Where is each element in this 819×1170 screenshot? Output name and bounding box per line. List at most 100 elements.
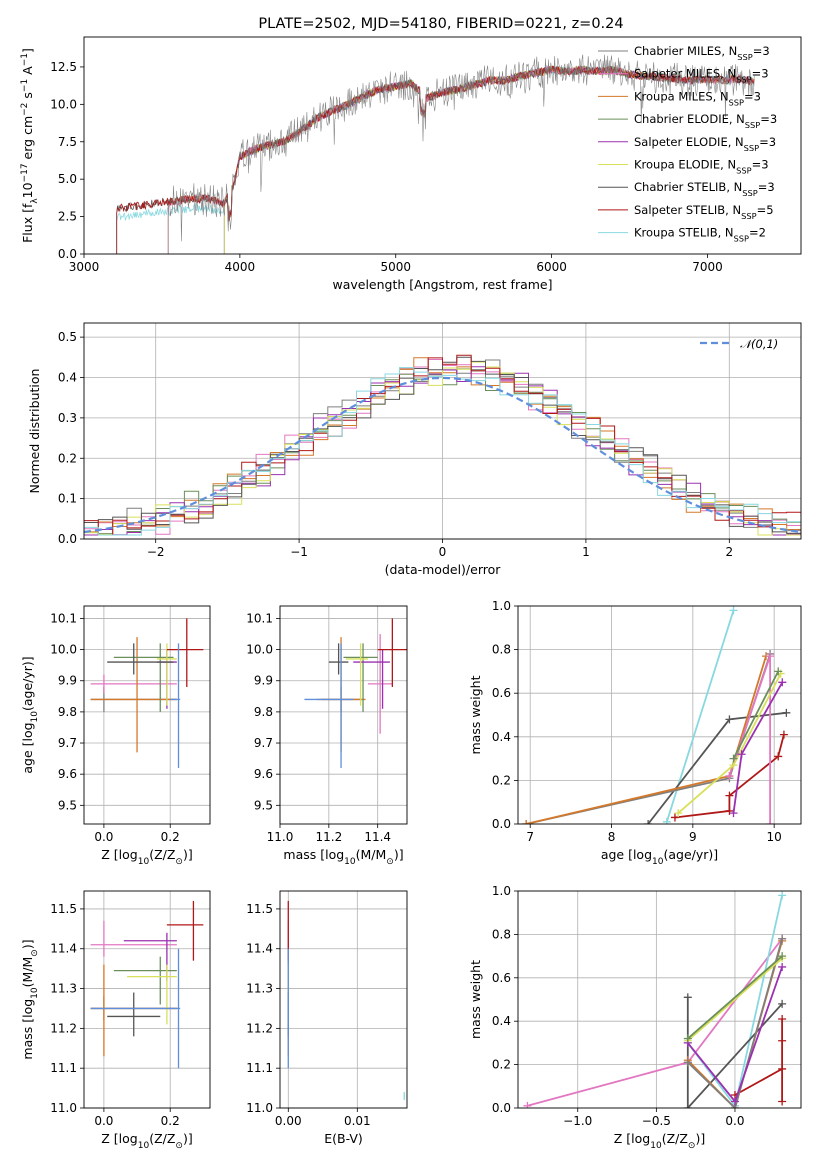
x-tick-label: 0 — [439, 545, 447, 559]
y-tick-label: 11.5 — [246, 902, 273, 916]
mass-weight-line — [647, 711, 787, 824]
mass-weight-point — [662, 817, 671, 824]
y-tick-label: 1.0 — [492, 599, 511, 613]
x-tick-label: 9 — [689, 830, 697, 844]
y-tick-label: 0.4 — [58, 371, 77, 385]
mass-weight-point — [774, 752, 783, 761]
y-axis-label: age [log10(age/yr)] — [20, 656, 40, 773]
mass-weight-point — [729, 606, 738, 615]
mass-weight-point — [778, 999, 787, 1008]
legend-entry: Chabrier STELIB, NSSP=3 — [634, 180, 775, 198]
y-tick-label: 0.1 — [58, 492, 77, 506]
mass-weight-point — [778, 1015, 787, 1024]
mass-weight-point — [725, 715, 734, 724]
x-tick-label: 5000 — [380, 260, 411, 274]
mass-weight-point — [778, 678, 787, 687]
legend-entry: 𝒩(0,1) — [740, 337, 778, 351]
mass-weight-point — [778, 952, 787, 961]
x-tick-label: −1.0 — [563, 1114, 592, 1128]
y-tick-label: 0.2 — [58, 451, 77, 465]
x-tick-label: 11.2 — [315, 830, 342, 844]
y-axis-label: Flux [fλ10−17 erg cm−2 s−1 A−1] — [20, 48, 40, 243]
mass-weight-point — [729, 754, 738, 763]
axes-frame — [517, 605, 802, 825]
legend-entry: Kroupa STELIB, NSSP=2 — [634, 226, 766, 244]
mass-weight-point — [644, 820, 653, 824]
spectrum-line — [223, 65, 677, 254]
panel-age_vs_Z: 0.0 0.2 9.5 9.6 9.7 9.8 9.9 10.0 10.1 Z [log10(Z/… — [20, 605, 211, 867]
y-tick-label: 9.8 — [254, 705, 273, 719]
axes-frame — [83, 605, 211, 825]
panel-mass_vs_Z: 0.0 0.2 11.0 11.1 11.2 11.3 11.4 11.5 Z [log10(Z… — [20, 890, 211, 1151]
mass-weight-line — [687, 957, 783, 1042]
axes-frame — [517, 890, 802, 1109]
y-tick-label: 11.4 — [50, 942, 77, 956]
x-tick-label: −0.5 — [642, 1114, 671, 1128]
mass-weight-line — [527, 938, 783, 1107]
y-tick-label: 9.6 — [254, 767, 273, 781]
y-tick-label: 0.0 — [58, 247, 77, 261]
mass-weight-point — [725, 772, 734, 781]
y-tick-label: 5.0 — [58, 172, 77, 186]
x-tick-label: 8 — [608, 830, 616, 844]
y-axis-label: mass weight — [468, 960, 483, 1039]
y-tick-label: 10.0 — [246, 643, 273, 657]
y-tick-label: 11.2 — [50, 1021, 77, 1035]
y-tick-label: 11.3 — [50, 982, 77, 996]
mass-weight-point — [778, 934, 787, 943]
y-tick-label: 10.0 — [50, 643, 77, 657]
y-tick-label: 9.9 — [58, 674, 77, 688]
x-tick-label: 4000 — [225, 260, 256, 274]
y-tick-label: 11.0 — [50, 1101, 77, 1115]
legend-entry: Salpeter ELODIE, NSSP=3 — [634, 135, 776, 153]
plot-area — [287, 900, 405, 1101]
mass-weight-point — [778, 891, 787, 900]
mass-weight-point — [782, 708, 791, 717]
panels: 3000 4000 5000 6000 70000.02.55.07.510.012.5… — [20, 36, 802, 1151]
y-tick-label: 9.9 — [254, 674, 273, 688]
x-tick-label: 10 — [767, 830, 782, 844]
plot-area — [522, 606, 791, 824]
x-axis-label: E(B-V) — [324, 1131, 363, 1146]
panel-residuals: −2 −1 0 1 2 0.0 0.1 0.2 0.3 0.4 0.5 (data-model)/er… — [27, 322, 802, 577]
y-tick-label: 0.2 — [492, 1058, 511, 1072]
mass-weight-point — [774, 667, 783, 676]
mass-weight-point — [683, 1058, 692, 1067]
y-tick-label: 11.1 — [246, 1061, 273, 1075]
mass-weight-point — [670, 813, 679, 822]
plot-area — [90, 618, 204, 768]
mass-weight-point — [674, 809, 683, 818]
legend-entry: Chabrier ELODIE, NSSP=3 — [634, 112, 777, 130]
normal-curve — [84, 376, 799, 533]
mass-weight-point — [778, 1097, 787, 1106]
y-tick-label: 9.6 — [58, 767, 77, 781]
y-tick-label: 0.8 — [492, 927, 511, 941]
x-tick-label: 11.4 — [364, 830, 391, 844]
y-tick-label: 2.5 — [58, 210, 77, 224]
x-tick-label: 0.2 — [161, 830, 180, 844]
axes-frame — [83, 890, 211, 1109]
y-tick-label: 1.0 — [492, 884, 511, 898]
mass-weight-point — [730, 1097, 739, 1106]
x-axis-label: Z [log10(Z/Z⊙)] — [101, 1131, 192, 1151]
y-tick-label: 9.7 — [58, 736, 77, 750]
y-tick-label: 0.8 — [492, 643, 511, 657]
plot-area — [304, 618, 407, 768]
x-axis-label: mass [log10(M/M⊙)] — [283, 847, 403, 867]
mass-weight-point — [523, 1101, 532, 1108]
y-tick-label: 0.3 — [58, 411, 77, 425]
x-tick-label: 0.00 — [275, 1114, 302, 1128]
panel-massweight_vs_age: 7 8 9 10 0.0 0.2 0.4 0.6 0.8 1.0 age [log10(age/yr… — [468, 599, 802, 867]
mass-weight-point — [778, 1036, 787, 1045]
x-tick-label: 6000 — [536, 260, 567, 274]
mass-weight-point — [778, 1064, 787, 1073]
x-tick-label: 2 — [725, 545, 733, 559]
x-tick-label: 7000 — [692, 260, 723, 274]
y-tick-label: 11.0 — [246, 1101, 273, 1115]
y-tick-label: 10.0 — [50, 97, 77, 111]
panel-age_vs_mass: 11.0 11.2 11.4 9.5 9.6 9.7 9.8 9.9 10.0 10.1 mass … — [246, 605, 408, 867]
y-tick-label: 9.7 — [254, 736, 273, 750]
mass-weight-line — [686, 997, 783, 1108]
x-axis-label: age [log10(age/yr)] — [601, 847, 718, 867]
